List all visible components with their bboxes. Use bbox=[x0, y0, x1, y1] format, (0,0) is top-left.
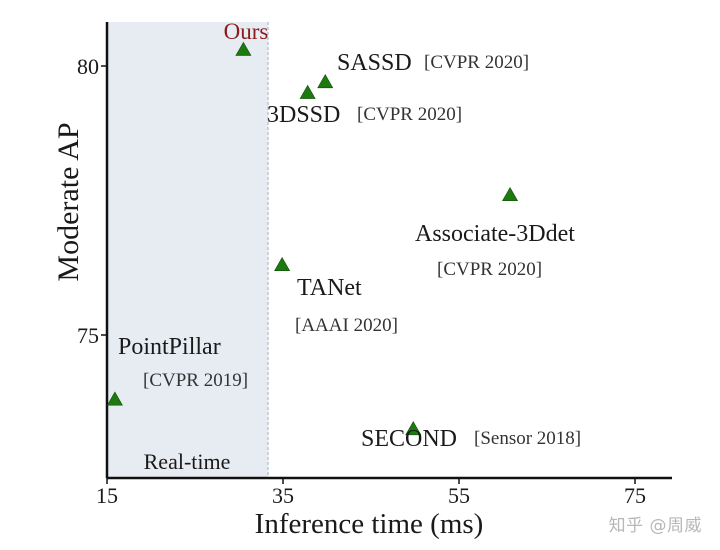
point-name-sassd: SASSD bbox=[337, 50, 412, 76]
point-marker-sassd bbox=[317, 74, 334, 89]
axis-ticks: 15 35 55 75 75 80 bbox=[77, 54, 646, 508]
point-name-second: SECOND bbox=[361, 426, 457, 452]
point-name-tanet: TANet bbox=[297, 275, 362, 301]
point-marker-tanet bbox=[274, 256, 291, 271]
point-marker-associate-3ddet bbox=[502, 187, 519, 202]
point-name-pointpillar: PointPillar bbox=[118, 334, 221, 360]
point-labels: PointPillar [CVPR 2019] Ours 3DSSD [CVPR 202… bbox=[118, 19, 581, 452]
point-name-ours: Ours bbox=[224, 19, 269, 44]
x-axis-label: Inference time (ms) bbox=[255, 508, 484, 540]
realtime-region bbox=[108, 22, 269, 478]
watermark: 知乎 @周威 bbox=[608, 516, 702, 536]
point-venue-second: [Sensor 2018] bbox=[474, 428, 581, 449]
y-axis-label: Moderate AP bbox=[52, 122, 85, 281]
point-marker-ours bbox=[235, 41, 252, 56]
point-venue-3dssd: [CVPR 2020] bbox=[357, 104, 462, 125]
point-name-associate-3ddet: Associate-3Ddet bbox=[415, 221, 575, 247]
x-tick-label: 15 bbox=[96, 483, 118, 508]
point-marker-second bbox=[405, 421, 422, 436]
y-tick-label: 75 bbox=[77, 323, 99, 348]
y-tick-label: 80 bbox=[77, 54, 99, 79]
data-points bbox=[106, 41, 519, 436]
point-marker-3dssd bbox=[299, 84, 316, 99]
x-tick-label: 75 bbox=[624, 483, 646, 508]
x-tick-label: 55 bbox=[448, 483, 470, 508]
x-tick-label: 35 bbox=[272, 483, 294, 508]
point-venue-pointpillar: [CVPR 2019] bbox=[143, 370, 248, 391]
point-venue-sassd: [CVPR 2020] bbox=[424, 52, 529, 73]
point-marker-pointpillar bbox=[106, 391, 123, 406]
point-venue-associate-3ddet: [CVPR 2020] bbox=[437, 259, 542, 280]
point-name-3dssd: 3DSSD bbox=[267, 102, 340, 128]
realtime-label: Real-time bbox=[144, 449, 231, 474]
point-venue-tanet: [AAAI 2020] bbox=[295, 315, 398, 336]
